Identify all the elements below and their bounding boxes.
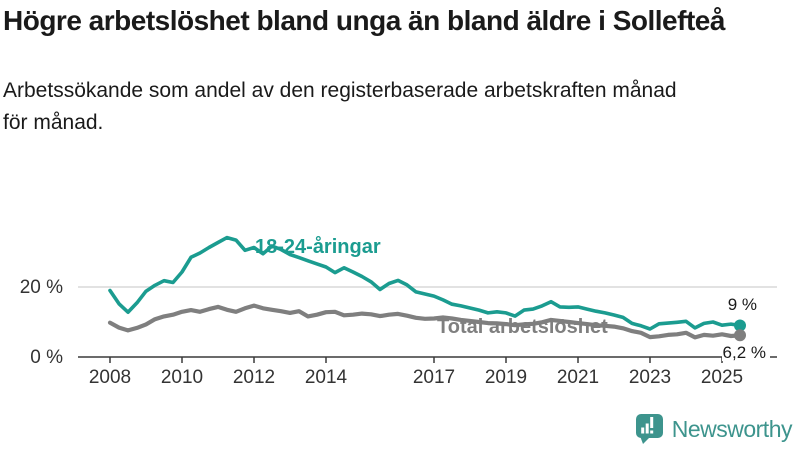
x-tick-label: 2012 (233, 367, 275, 388)
youth-end-label: 9 % (728, 295, 757, 314)
y-tick-label: 20 % (20, 277, 63, 298)
youth-line (108, 235, 742, 331)
page-title: Högre arbetslöshet bland unga än bland ä… (3, 5, 725, 36)
x-tick-label: 2008 (89, 367, 131, 388)
brand-name: Newsworthy (671, 415, 793, 442)
newsworthy-bar-chart-bubble-icon (635, 414, 663, 444)
total-end-dot (734, 329, 746, 342)
x-tick-label: 2023 (629, 367, 671, 388)
youth-end-dot (734, 319, 746, 332)
x-tick-label: 2021 (557, 367, 599, 388)
total-series-label: Total arbetslöshet (437, 316, 608, 338)
youth-series-label: 18-24-åringar (255, 235, 381, 258)
line-chart: 2008 2010 2012 2014 2017 2019 2021 2023 2025 0 % 2… (20, 235, 777, 388)
newsworthy-logo: Newsworthy (635, 413, 793, 445)
total-line (107, 303, 743, 340)
x-tick-label: 2014 (305, 367, 348, 388)
chart-header: Högre arbetslöshet bland unga än bland ä… (0, 0, 800, 139)
y-tick-label: 0 % (30, 347, 63, 368)
total-end-label-bg (722, 344, 770, 361)
total-end-label: 6,2 % (723, 343, 766, 362)
chart-subtitle: Arbetssökande som andel av den registerb… (3, 79, 677, 134)
x-tick-label: 2025 (701, 367, 743, 388)
x-tick-label: 2017 (413, 367, 455, 388)
x-tick-label: 2010 (161, 367, 203, 388)
x-tick-label: 2019 (485, 367, 527, 388)
